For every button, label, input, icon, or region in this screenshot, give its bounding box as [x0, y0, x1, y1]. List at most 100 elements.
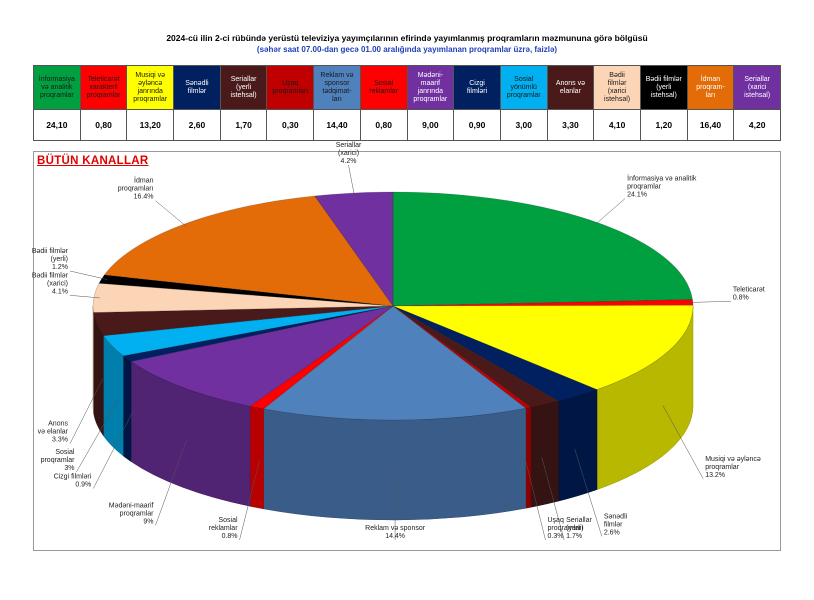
legend-header-cell: Sosial reklamlar — [359, 65, 408, 110]
slice-label: 0.8% — [222, 533, 238, 540]
legend-header-cell: Reklam və sponsor tədqimat-ları — [313, 65, 361, 110]
slice-label: Uşaq — [548, 517, 564, 524]
slice-label: 3% — [64, 465, 74, 472]
legend-header-text: proqramlar — [39, 91, 74, 99]
legend-header-row: İnformasiya və analitik proqramlar Teletica… — [33, 65, 781, 110]
slice-label: (xarici) — [47, 280, 68, 287]
legend-value-cell: 14,40 — [313, 109, 361, 141]
legend-value-cell: 13,20 — [126, 109, 175, 141]
legend-header-text: elanlar — [559, 87, 581, 95]
leader-line — [69, 295, 100, 299]
legend-header-text: Anons və — [555, 79, 585, 87]
legend-header-text: Bədii filmlər — [645, 75, 682, 83]
legend-header-text: Seriallar — [744, 75, 770, 83]
slice-label: Bədii filmlər — [32, 248, 69, 255]
legend-header-text: (yerli — [656, 83, 672, 91]
leader-line — [574, 448, 603, 537]
legend-header-text: istehsal) — [650, 91, 677, 99]
pie-slice — [103, 195, 394, 307]
legend-header-text: Mədəni- — [417, 71, 443, 79]
legend-header-text: ları — [705, 91, 716, 99]
pie-side-group — [92, 305, 694, 521]
legend-header-text: istehsal) — [230, 91, 257, 99]
slice-label: proqramları — [118, 186, 154, 193]
slice-label: Reklam və sponsor — [365, 525, 426, 532]
pie-top-group — [92, 191, 694, 421]
pie-slice — [93, 305, 394, 337]
slice-label: 9% — [143, 518, 153, 525]
pie-slice — [102, 305, 394, 357]
pie-slice — [392, 191, 693, 307]
chart-area — [33, 151, 781, 551]
legend-header-text: ları — [332, 95, 342, 103]
pie-slice — [392, 304, 694, 390]
legend-value-cell: 4,10 — [593, 109, 641, 141]
legend-value-cell: 0,90 — [453, 109, 501, 141]
slice-label: proqramlar — [627, 183, 662, 190]
legend-header-text: Teleticarət — [87, 75, 120, 83]
legend-header-cell: İnformasiya və analitik proqramlar — [33, 65, 81, 110]
pie-side-wall — [530, 400, 559, 508]
slice-label: reklamlar — [209, 525, 238, 532]
slice-label: 2.6% — [604, 529, 620, 536]
slice-label: 3.3% — [52, 437, 68, 444]
leader-line — [155, 440, 187, 526]
legend-header-cell: Bədii filmlər (xarici istehsal) — [593, 65, 641, 110]
legend-header-text: istehsal) — [604, 95, 631, 103]
slice-label: və elanlar — [38, 429, 69, 436]
pie-slice — [392, 305, 598, 402]
legend-header-text: proqramlar — [506, 91, 541, 99]
slice-label: 16.4% — [134, 194, 154, 201]
legend-header-text: janrında — [137, 87, 163, 95]
slice-label: Teleticarət — [733, 286, 765, 293]
pie-side-wall — [122, 355, 132, 463]
legend-header-text: Reklam və — [320, 71, 354, 79]
pie-side-wall — [525, 406, 532, 509]
legend-header-text: Seriallar — [230, 75, 257, 83]
legend-header-text: əyləncə — [138, 79, 163, 87]
chart-title: BÜTÜN KANALLAR — [37, 155, 149, 167]
legend-header-text: filmlər — [607, 79, 627, 87]
legend-header-text: tədqimat- — [322, 87, 352, 95]
legend-value-cell: 24,10 — [33, 109, 81, 141]
pie-slice — [262, 305, 527, 421]
leader-line — [93, 412, 133, 489]
pie-label-group: İnformasiya və analitikproqramlar24.1%Te… — [32, 142, 765, 541]
slice-label: proqramlar — [120, 510, 155, 517]
slice-label: Sosial — [55, 449, 75, 456]
slice-label: 0.8% — [733, 294, 749, 301]
pie-side-wall — [249, 405, 264, 510]
legend-header-text: (xarici — [607, 87, 627, 95]
legend-value-cell: 0,80 — [79, 109, 128, 141]
slice-label: filmlər — [604, 521, 623, 528]
legend-value-cell: 9,00 — [406, 109, 455, 141]
page-subtitle: (səhər saat 07.00-dan gecə 01.00 aralığı… — [256, 45, 558, 54]
slice-label: 14.4% — [385, 533, 405, 540]
slice-label: 0.9% — [75, 481, 91, 488]
leader-line — [662, 405, 704, 479]
leader-line — [541, 457, 565, 541]
legend-header-text: proqramları — [272, 87, 309, 95]
slice-label: Musiqi və əyləncə — [705, 456, 761, 463]
legend-header-text: istehsal) — [744, 91, 771, 99]
legend-value-cell: 3,30 — [546, 109, 595, 141]
legend-value-row: 24,10 0,80 13,20 2,60 1,70 0,30 14,40 0,80 9,00 0… — [33, 109, 781, 141]
pie-slice — [92, 282, 394, 313]
slice-label: 4.2% — [341, 158, 357, 165]
slice-label: (yerli) — [566, 525, 584, 532]
slice-label: (xarici) — [338, 150, 359, 157]
legend-header-text: Sosial — [374, 79, 394, 87]
slice-label: proqramlar — [705, 464, 740, 471]
leader-line — [76, 400, 118, 473]
legend-header-cell: Sənədli filmlər — [173, 65, 221, 110]
pie-slice — [130, 305, 394, 407]
legend-header-text: İnformasiya — [38, 75, 75, 83]
leader-line — [69, 378, 103, 444]
leader-line — [348, 164, 355, 196]
leader-line — [594, 198, 626, 225]
pie-slice — [98, 274, 394, 307]
legend-value-cell: 2,60 — [173, 109, 221, 141]
legend-header-text: (yerli — [236, 83, 252, 91]
pie-slice — [314, 191, 394, 307]
legend-header-text: filmlər — [187, 87, 207, 95]
